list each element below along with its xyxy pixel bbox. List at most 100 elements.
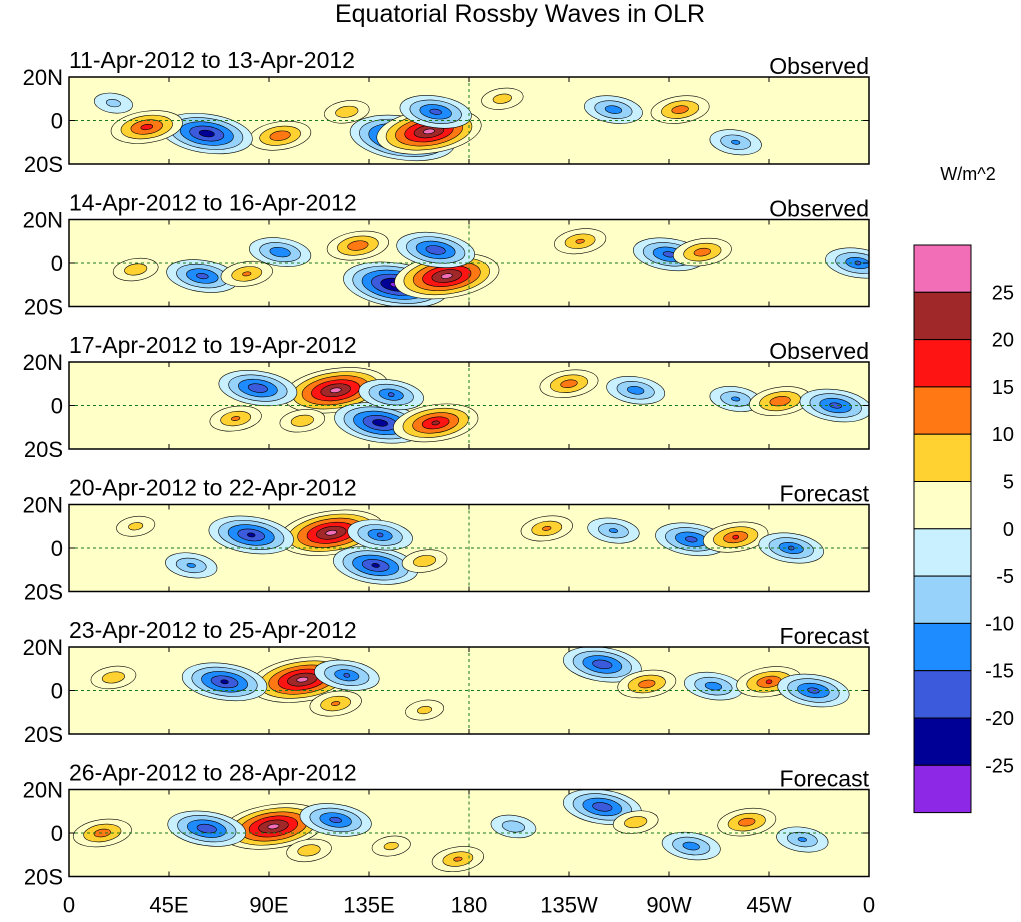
panel-status-label: Forecast bbox=[780, 481, 870, 507]
olr-anomaly-cell bbox=[278, 509, 384, 556]
colorbar-swatch bbox=[913, 764, 972, 814]
olr-anomaly-cell bbox=[672, 237, 732, 267]
olr-anomaly-cell bbox=[661, 831, 721, 861]
y-tick-label: 0 bbox=[51, 109, 63, 134]
x-tick-label: 45E bbox=[149, 893, 188, 918]
olr-anomaly-cell bbox=[684, 671, 743, 701]
olr-anomaly-cell bbox=[314, 659, 380, 691]
olr-anomaly-cell bbox=[431, 846, 484, 873]
olr-anomaly-cell bbox=[520, 515, 573, 542]
anomaly-field bbox=[72, 789, 829, 873]
olr-anomaly-cell bbox=[358, 379, 424, 411]
panel-date-range: 11-Apr-2012 to 13-Apr-2012 bbox=[69, 47, 355, 73]
anomaly-field bbox=[90, 647, 850, 721]
olr-anomaly-cell bbox=[749, 386, 812, 416]
y-tick-label: 0 bbox=[51, 251, 63, 276]
colorbar-swatch bbox=[913, 670, 972, 719]
panel-status-label: Observed bbox=[769, 53, 869, 79]
y-tick-label: 20N bbox=[23, 493, 63, 518]
panel-6: 20N 0 20S 26-Apr-2012 to 28-Apr-2012 Forecas… bbox=[23, 760, 870, 890]
olr-anomaly-cell bbox=[283, 367, 389, 414]
olr-anomaly-cell bbox=[116, 515, 156, 537]
panel-date-range: 26-Apr-2012 to 28-Apr-2012 bbox=[69, 760, 357, 786]
olr-anomaly-cell bbox=[405, 699, 445, 721]
y-tick-label: 20S bbox=[24, 152, 63, 177]
panel-3: 20N 0 20S 17-Apr-2012 to 19-Apr-2012 Observe… bbox=[23, 332, 870, 462]
anomaly-field bbox=[112, 228, 869, 307]
y-tick-label: 20N bbox=[23, 65, 63, 90]
colorbar-swatch bbox=[913, 291, 972, 341]
olr-anomaly-cell bbox=[326, 230, 389, 261]
olr-anomaly-cell bbox=[323, 100, 370, 124]
colorbar-swatch bbox=[913, 386, 972, 435]
panel-date-range: 14-Apr-2012 to 16-Apr-2012 bbox=[69, 190, 357, 216]
olr-anomaly-cell bbox=[334, 402, 427, 444]
y-tick-label: 20S bbox=[24, 865, 63, 890]
colorbar-label: -5 bbox=[996, 566, 1014, 588]
panel-1: 20N 0 20S 11-Apr-2012 to 13-Apr-2012 Observe… bbox=[23, 47, 870, 177]
olr-anomaly-cell bbox=[401, 549, 448, 573]
olr-anomaly-cell bbox=[650, 95, 710, 124]
x-tick-label: 135E bbox=[343, 893, 394, 918]
olr-anomaly-cell bbox=[165, 552, 218, 579]
olr-anomaly-cell bbox=[112, 257, 159, 282]
y-tick-label: 20S bbox=[24, 580, 63, 605]
olr-anomaly-cell bbox=[717, 807, 777, 837]
olr-anomaly-cell bbox=[539, 369, 599, 398]
olr-anomaly-cell bbox=[309, 690, 362, 717]
y-tick-label: 20S bbox=[24, 722, 63, 747]
y-tick-label: 20S bbox=[24, 437, 63, 462]
x-tick-label: 0 bbox=[63, 893, 75, 918]
panels: 20N 0 20S 11-Apr-2012 to 13-Apr-2012 Observe… bbox=[23, 47, 870, 890]
olr-anomaly-cell bbox=[181, 662, 268, 702]
olr-anomaly-cell bbox=[166, 259, 239, 293]
colorbar-swatch bbox=[913, 244, 972, 293]
colorbar-label: 0 bbox=[1003, 519, 1014, 541]
panel-status-label: Forecast bbox=[780, 766, 870, 792]
olr-anomaly-cell bbox=[396, 231, 475, 268]
y-tick-label: 20N bbox=[23, 778, 63, 803]
colorbar-label: 20 bbox=[992, 330, 1014, 352]
panel-date-range: 23-Apr-2012 to 25-Apr-2012 bbox=[69, 617, 357, 643]
olr-anomaly-cell bbox=[333, 546, 419, 585]
x-tick-label: 180 bbox=[451, 893, 488, 918]
olr-anomaly-cell bbox=[72, 818, 132, 848]
colorbar-label: -15 bbox=[985, 661, 1014, 683]
colorbar-label: 15 bbox=[992, 377, 1014, 399]
panel-status-label: Observed bbox=[769, 338, 869, 364]
anomaly-field bbox=[209, 367, 869, 444]
olr-anomaly-cell bbox=[286, 838, 332, 863]
olr-anomaly-cell bbox=[393, 403, 479, 443]
y-tick-label: 20S bbox=[24, 295, 63, 320]
colorbar: 25 20 15 10 5 0 -5 -10 -15 -20 -25 bbox=[913, 244, 1014, 814]
y-tick-label: 20N bbox=[23, 635, 63, 660]
olr-anomaly-cell bbox=[209, 405, 262, 432]
panel-status-label: Observed bbox=[769, 196, 869, 222]
colorbar-swatch bbox=[913, 339, 972, 388]
colorbar-label: 10 bbox=[992, 424, 1014, 446]
olr-anomaly-cell bbox=[617, 669, 677, 699]
olr-anomaly-cell bbox=[584, 95, 643, 124]
olr-anomaly-cell bbox=[490, 814, 537, 839]
panel-5: 20N 0 20S 23-Apr-2012 to 25-Apr-2012 Forecas… bbox=[23, 617, 870, 747]
olr-anomaly-cell bbox=[481, 87, 524, 110]
olr-anomaly-cell bbox=[799, 388, 869, 423]
units-label: W/m^2 bbox=[940, 164, 995, 184]
olr-anomaly-cell bbox=[612, 810, 659, 834]
panel-2: 20N 0 20S 14-Apr-2012 to 16-Apr-2012 Observe… bbox=[23, 190, 870, 320]
panel-status-label: Forecast bbox=[780, 623, 870, 649]
colorbar-label: -25 bbox=[985, 755, 1014, 777]
anomaly-field bbox=[93, 87, 762, 161]
olr-anomaly-cell bbox=[167, 810, 247, 847]
colorbar-swatch bbox=[913, 622, 972, 672]
x-tick-label: 135W bbox=[540, 893, 598, 918]
chart-title: Equatorial Rossby Waves in OLR bbox=[335, 0, 705, 28]
olr-anomaly-cell bbox=[347, 519, 413, 551]
colorbar-swatch bbox=[913, 717, 972, 766]
y-tick-label: 0 bbox=[51, 536, 63, 561]
olr-anomaly-cell bbox=[279, 409, 326, 433]
x-tick-label: 90W bbox=[646, 893, 691, 918]
y-tick-label: 0 bbox=[51, 679, 63, 704]
anomaly-field bbox=[116, 509, 824, 585]
